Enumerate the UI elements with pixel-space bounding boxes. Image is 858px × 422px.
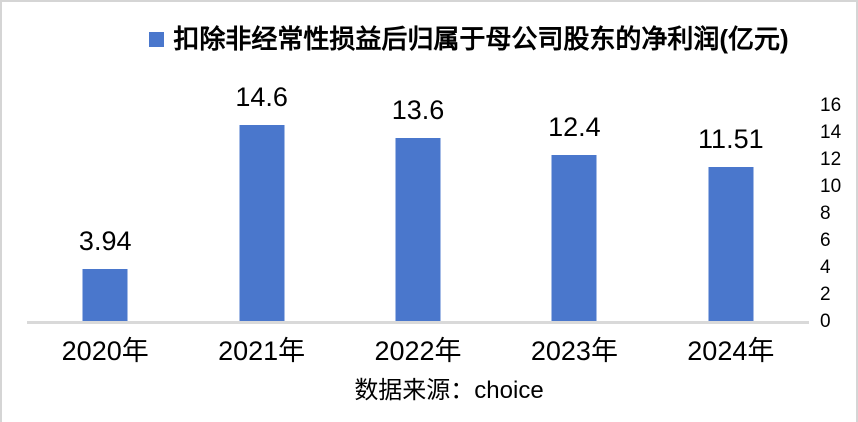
x-axis-tick-label: 2022年 [374,336,462,366]
bar-2021年 [239,124,285,322]
y-axis-tick-label: 6 [820,230,831,251]
bar-value-label: 13.6 [391,95,445,126]
y-axis-tick-label: 8 [820,203,831,224]
bar-column: 11.51 [653,106,809,322]
y-axis-tick-label: 2 [820,284,831,305]
x-axis-tick-label: 2023年 [530,336,618,366]
bar-column: 12.4 [496,106,652,322]
y-axis-tick-label: 10 [820,176,842,197]
bar-2024年 [708,166,754,322]
bar-column: 14.6 [183,82,339,322]
y-axis-tick-label: 12 [820,149,842,170]
y-axis-tick-label: 4 [820,257,831,278]
y-axis: 16 14 12 10 8 6 4 2 0 [820,95,841,333]
bar-column: 13.6 [340,95,496,322]
x-axis-tick-label: 2020年 [61,336,149,366]
legend: 扣除非经常性损益后归属于母公司股东的净利润(亿元) [2,22,856,56]
legend-marker-icon [149,31,165,47]
bar-2022年 [395,138,441,322]
bar-value-label: 12.4 [548,111,601,142]
x-axis-tick-label: 2021年 [218,336,306,366]
y-axis-tick-label: 0 [820,311,831,332]
y-axis-tick-label: 14 [820,122,842,143]
bar-value-label: 3.94 [78,225,132,256]
x-axis-tick-label: 2024年 [687,336,775,366]
source-note: 数据来源：choice [354,377,544,404]
bar-value-label: 11.51 [698,123,764,154]
legend-label: 扣除非经常性损益后归属于母公司股东的净利润(亿元) [173,24,789,54]
bar-column: 3.94 [27,106,183,322]
bar-2020年 [82,268,128,322]
x-axis-line [27,321,809,324]
plot-area: 3.94 14.6 13.6 12.4 11.51 [27,82,809,322]
bar-value-label: 14.6 [235,81,288,112]
y-axis-tick-label: 16 [820,95,842,116]
x-axis-labels: 2020年 2021年 2022年 2023年 2024年 [27,336,809,367]
bar-2023年 [551,154,597,322]
